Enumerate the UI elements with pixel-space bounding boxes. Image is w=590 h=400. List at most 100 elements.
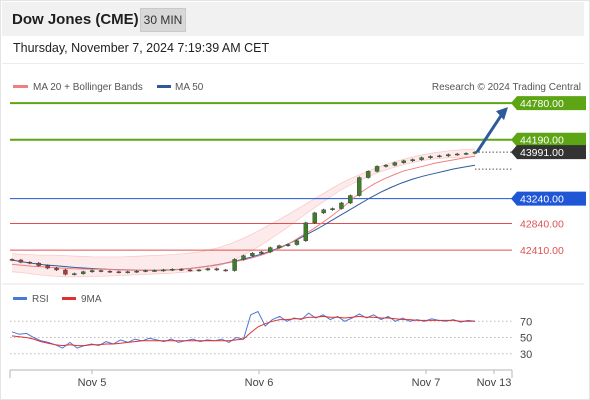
level-tag-box (511, 191, 586, 206)
ma9-legend-swatch (62, 297, 76, 300)
candle (63, 268, 68, 276)
candle (419, 156, 424, 161)
candle (303, 221, 309, 242)
bollinger-band-area (12, 149, 475, 277)
candle (463, 152, 469, 156)
candle-body-up (89, 270, 95, 272)
x-tick-label: Nov 7 (412, 377, 441, 389)
candle (72, 272, 77, 276)
ma9-line (11, 315, 475, 347)
candle-body-down (214, 268, 219, 271)
target-arrow (475, 107, 508, 153)
level-tag-target: 44780.00 (511, 96, 586, 111)
candle (268, 246, 273, 254)
rsi-tick-30: 30 (520, 349, 532, 361)
candle-body-down (178, 269, 184, 271)
candle (107, 270, 113, 273)
candle-body-up (232, 259, 237, 271)
candle (383, 164, 389, 168)
x-axis-labels: Nov 5 Nov 6 Nov 7 Nov 13 (78, 370, 512, 389)
rsi-tick-70: 70 (520, 316, 532, 328)
candle-body-up (205, 268, 211, 271)
candle-body-down (107, 270, 113, 273)
candle-body-up (339, 202, 344, 209)
candle-body-up (241, 255, 246, 260)
candle-body-up (134, 270, 139, 273)
candle-body-up (143, 270, 148, 272)
candle-body-up (250, 252, 255, 256)
candle (161, 268, 166, 272)
candle (223, 268, 228, 272)
level-tag-label-support: 42410.00 (520, 245, 564, 257)
candle-body-up (268, 247, 273, 253)
candle (116, 270, 122, 274)
candle-body-up (472, 151, 478, 154)
level-tag-last: 43991.00 (511, 145, 586, 160)
candle (348, 194, 353, 205)
x-tick-label: Nov 13 (477, 377, 512, 389)
candle-body-down (187, 269, 193, 272)
candle-body-down (45, 265, 50, 269)
candle-body-up (383, 164, 389, 167)
candle (196, 268, 202, 272)
main-legend: MA 20 + Bollinger Bands MA 50 Research ©… (13, 82, 581, 93)
candle (241, 254, 246, 261)
level-tag-label-support: 42840.00 (520, 218, 564, 230)
candle (178, 268, 184, 272)
candle-body-up (294, 240, 300, 245)
level-tag-label: 43991.00 (520, 147, 564, 159)
candle (437, 154, 442, 158)
candle-body-up (446, 154, 451, 157)
candle-body-up (161, 269, 166, 272)
x-tick-label: Nov 5 (78, 377, 107, 389)
candle-body-up (170, 269, 175, 271)
level-tag-label: 43240.00 (520, 194, 564, 206)
candle (18, 258, 24, 264)
candle (152, 269, 157, 272)
candle (392, 161, 398, 167)
candle-body-up (365, 171, 371, 178)
header-bar: Dow Jones (CME) 30 MIN (2, 2, 584, 36)
candle-body-up (152, 270, 157, 272)
candle (259, 250, 264, 255)
candle-body-up (312, 212, 317, 224)
candle (365, 170, 371, 179)
candle-body-up (303, 222, 309, 242)
rsi-gridlines: 70 50 30 (10, 316, 532, 361)
research-credit: Research © 2024 Trading Central (432, 82, 581, 93)
candle (294, 239, 300, 246)
target-arrow-shaft (475, 113, 504, 153)
candle (232, 258, 237, 272)
level-tag-box (511, 145, 586, 160)
candle-body-up (437, 155, 442, 158)
timeframe-button[interactable]: 30 MIN (140, 8, 186, 32)
candle-body-down (116, 271, 122, 273)
candle (330, 207, 335, 211)
candle (27, 261, 33, 265)
candle-body-up (428, 156, 433, 158)
candle (89, 269, 95, 273)
price-levels (10, 102, 512, 251)
candle (54, 266, 59, 272)
candle (339, 201, 344, 210)
level-tag-pivot: 43240.00 (511, 191, 586, 206)
candle-body-up (81, 271, 86, 274)
candle-body-up (401, 160, 406, 163)
candle (446, 153, 451, 157)
header-divider (2, 63, 584, 64)
target-arrow-head (496, 107, 508, 121)
candle-body-up (196, 269, 202, 272)
candle-body-up (285, 244, 291, 246)
ma20-legend-swatch (13, 85, 28, 88)
candle (143, 269, 148, 273)
candle-body-down (54, 267, 59, 271)
rsi-legend-label: RSI (32, 294, 49, 305)
candle (285, 243, 291, 247)
candle-body-up (357, 177, 362, 196)
candle (250, 252, 255, 257)
candle-body-up (419, 157, 424, 160)
candle (214, 267, 219, 272)
candle (401, 159, 406, 164)
